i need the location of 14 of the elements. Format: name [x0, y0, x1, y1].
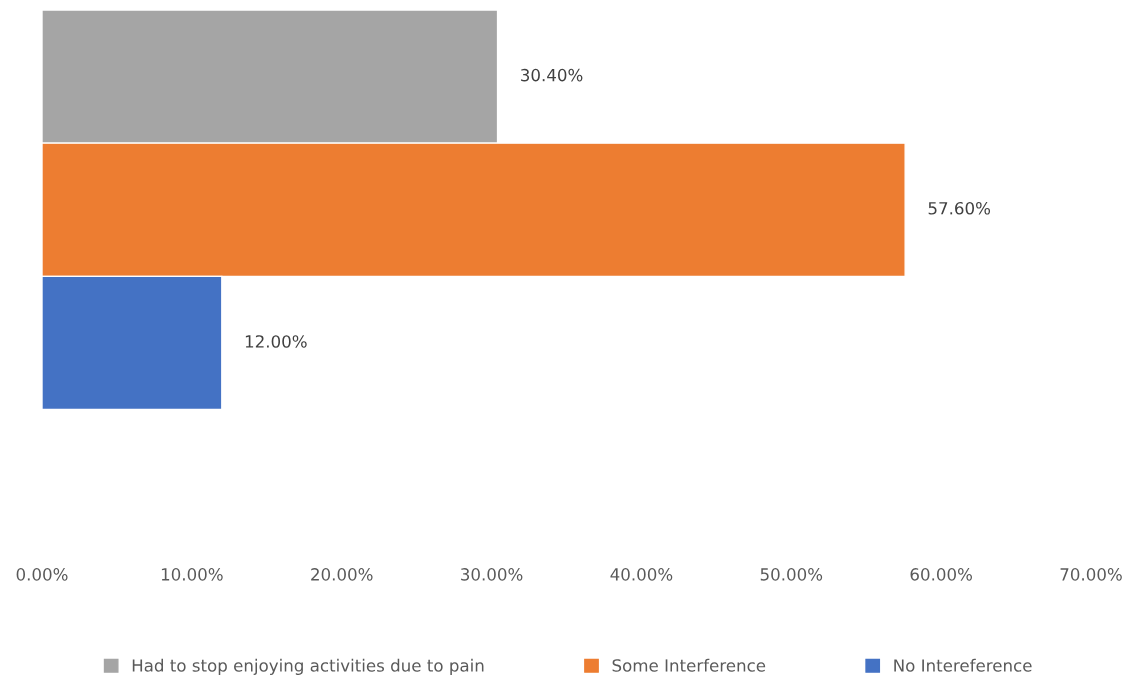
x-tick-label: 30.00% [461, 568, 523, 581]
legend-label: No Intereference [894, 658, 1032, 672]
legend-label: Some Interference [612, 658, 766, 672]
x-tick-label: 40.00% [610, 568, 673, 581]
x-tick-label: 0.00% [16, 568, 68, 581]
x-tick-label: 60.00% [910, 568, 972, 581]
x-tick-label: 10.00% [161, 568, 223, 581]
x-tick-label: 70.00% [1060, 568, 1122, 581]
data-label: 30.40% [521, 68, 583, 82]
data-label: 57.60% [928, 201, 991, 215]
x-tick-label: 50.00% [760, 568, 823, 581]
x-tick-label: 20.00% [311, 568, 373, 581]
data-label: 12.00% [245, 335, 307, 348]
legend-label: Had to stop enjoying activities due to pain [132, 658, 484, 675]
